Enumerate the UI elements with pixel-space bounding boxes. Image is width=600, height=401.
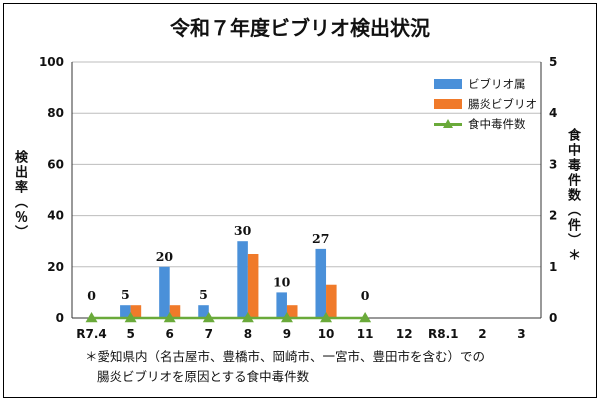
y-tick-label: 60: [47, 157, 64, 171]
data-label: 20: [156, 249, 174, 264]
y2-tick-label: 0: [549, 311, 557, 325]
x-tick-label: 10: [318, 327, 335, 341]
legend-item-vibrio: ビブリオ属: [434, 74, 537, 94]
y-tick-label: 80: [47, 106, 64, 120]
data-label: 5: [121, 287, 130, 302]
bar-vibrio: [198, 305, 209, 318]
y-tick-label: 40: [47, 209, 64, 223]
marker-food-poisoning: [85, 312, 98, 323]
data-label: 27: [312, 231, 329, 246]
y2-tick-label: 2: [549, 209, 557, 223]
bar-parahaemolyticus: [247, 254, 259, 318]
legend-swatch-vibrio: [434, 79, 462, 89]
data-label: 0: [361, 288, 370, 303]
x-tick-label: 6: [166, 327, 174, 341]
legend-item-food-poisoning: 食中毒件数: [434, 114, 537, 134]
legend-label-vibrio: ビブリオ属: [468, 77, 526, 91]
marker-food-poisoning: [280, 312, 293, 323]
legend-label-food-poisoning: 食中毒件数: [468, 117, 526, 131]
marker-food-poisoning: [359, 312, 372, 323]
marker-food-poisoning: [202, 312, 215, 323]
x-tick-label: 2: [478, 327, 486, 341]
marker-food-poisoning: [124, 312, 137, 323]
bar-parahaemolyticus: [286, 305, 298, 318]
bar-vibrio: [120, 305, 131, 318]
footnote-line-2: 腸炎ビブリオを原因とする食中毒件数: [97, 369, 310, 384]
x-tick-label: 7: [205, 327, 213, 341]
bar-parahaemolyticus: [130, 305, 142, 318]
legend-label-parahaemolyticus: 腸炎ビブリオ: [468, 97, 537, 111]
data-label: 5: [199, 287, 208, 302]
x-tick-label: 8: [244, 327, 252, 341]
x-tick-label: 9: [283, 327, 291, 341]
chart-title: 令和７年度ビブリオ検出状況: [170, 16, 430, 40]
y2-tick-label: 3: [549, 157, 557, 171]
legend-swatch-food-poisoning: [434, 119, 462, 129]
x-tick-label: 3: [517, 327, 525, 341]
legend-item-parahaemolyticus: 腸炎ビブリオ: [434, 94, 537, 114]
bar-vibrio: [315, 248, 327, 318]
y2-tick-label: 5: [549, 55, 557, 69]
data-label: 30: [234, 223, 252, 238]
footnote-line-1: ＊愛知県内（名古屋市、豊橋市、岡崎市、一宮市、豊田市を含む）での: [85, 349, 486, 364]
y2-tick-label: 1: [549, 260, 557, 274]
bar-vibrio: [276, 292, 287, 318]
bar-vibrio: [237, 241, 248, 318]
x-tick-label: 5: [126, 327, 134, 341]
y-axis-label: 検出率（％）: [12, 150, 27, 240]
x-tick-label: R8.1: [428, 327, 459, 341]
y2-axis-label: 食中毒件数（件）＊: [565, 128, 580, 263]
marker-food-poisoning: [241, 312, 254, 323]
legend: ビブリオ属 腸炎ビブリオ 食中毒件数: [434, 74, 537, 134]
y-tick-label: 100: [39, 55, 64, 69]
data-label: 0: [87, 288, 96, 303]
y-tick-label: 20: [47, 260, 64, 274]
data-label: 10: [273, 274, 291, 289]
x-tick-label: R7.4: [76, 327, 107, 341]
y-tick-label: 0: [56, 311, 64, 325]
bar-vibrio: [159, 266, 170, 318]
chart-frame: [3, 3, 597, 398]
x-tick-label: 11: [357, 327, 374, 341]
marker-food-poisoning: [320, 312, 333, 323]
bar-parahaemolyticus: [169, 305, 181, 318]
x-tick-label: 12: [396, 327, 413, 341]
y2-tick-label: 4: [549, 106, 557, 120]
legend-swatch-parahaemolyticus: [434, 99, 462, 109]
marker-food-poisoning: [163, 312, 176, 323]
bar-parahaemolyticus: [326, 284, 337, 318]
